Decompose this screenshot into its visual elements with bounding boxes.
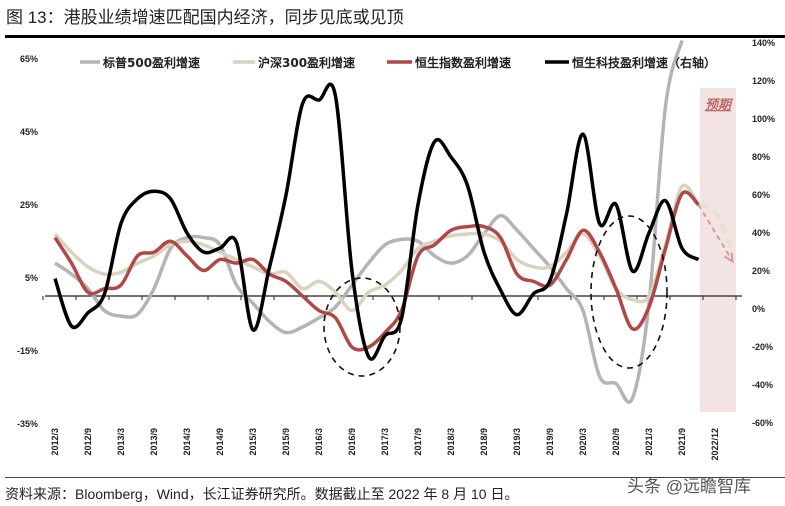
x-tick-label: 2016/3 bbox=[314, 428, 324, 456]
legend-label: 沪深300盈利增速 bbox=[258, 55, 355, 70]
hsi-forecast-line bbox=[697, 204, 733, 261]
x-tick-label: 2017/9 bbox=[413, 428, 423, 456]
hstech-line bbox=[53, 82, 700, 361]
forecast-arrowhead bbox=[723, 252, 734, 264]
legend-label: 标普500盈利增速 bbox=[102, 55, 200, 70]
y-left-tick-label: -35% bbox=[17, 419, 38, 429]
csi300-line bbox=[53, 183, 700, 313]
x-tick-label: 2014/3 bbox=[182, 428, 192, 456]
x-tick-label: 2021/3 bbox=[644, 428, 654, 456]
legend-label: 恒生科技盈利增速（右轴） bbox=[572, 55, 716, 70]
line-chart: 预期 2012/3 2012/9 2013/3 2013/9 2014/3 2014/9 20… bbox=[17, 38, 775, 461]
x-tick-label: 2012/3 bbox=[50, 428, 60, 456]
hsi-line bbox=[53, 190, 700, 352]
y-right-tick-label: 80% bbox=[752, 152, 770, 162]
x-tick-label: 2013/3 bbox=[116, 428, 126, 456]
watermark: 头条 @远瞻智库 bbox=[627, 477, 751, 496]
legend-label: 恒生指数盈利增速 bbox=[415, 55, 511, 70]
x-tick-label: 2016/9 bbox=[347, 428, 357, 456]
figure-title: 图 13：港股业绩增速匹配国内经济，同步见底或见顶 bbox=[6, 8, 404, 27]
x-tick-label: 2013/9 bbox=[149, 428, 159, 456]
y-left-tick-label: 65% bbox=[20, 54, 38, 64]
footer-divider bbox=[5, 477, 785, 478]
y-right-tick-label: 120% bbox=[752, 76, 775, 86]
x-tick-label: 2012/9 bbox=[83, 428, 93, 456]
y-right-tick-label: 40% bbox=[752, 228, 770, 238]
sp500-line bbox=[54, 40, 684, 404]
x-tick-label: 2021/9 bbox=[677, 428, 687, 456]
y-left-tick-label: -15% bbox=[17, 346, 38, 356]
y-right-tick-label: 140% bbox=[752, 38, 775, 48]
y-left-tick-label: 5% bbox=[25, 273, 38, 283]
y-right-tick-label: 0% bbox=[752, 304, 765, 314]
y-right-tick-label: -60% bbox=[752, 418, 773, 428]
x-tick-label: 2015/9 bbox=[281, 428, 291, 456]
x-tick-label: 2018/3 bbox=[446, 428, 456, 456]
forecast-label: 预期 bbox=[705, 97, 733, 113]
y-right-tick-label: 100% bbox=[752, 114, 775, 124]
x-tick-label: 2015/3 bbox=[248, 428, 258, 456]
y-right-tick-label: 20% bbox=[752, 266, 770, 276]
x-tick-label: 2014/9 bbox=[215, 428, 225, 456]
y-right-tick-label: -20% bbox=[752, 342, 773, 352]
x-tick-label: 2019/3 bbox=[512, 428, 522, 456]
source-note: 资料来源：Bloomberg，Wind，长江证券研究所。数据截止至 2022 年… bbox=[5, 486, 519, 502]
trough-highlight-ellipse bbox=[590, 215, 668, 369]
title-divider bbox=[5, 35, 785, 38]
x-tick-label: 2020/3 bbox=[578, 428, 588, 456]
y-right-tick-label: -40% bbox=[752, 380, 773, 390]
trough-highlight-ellipse bbox=[323, 277, 401, 377]
x-tick-label: 2019/9 bbox=[545, 428, 555, 456]
csi300-forecast-line bbox=[697, 202, 734, 250]
y-left-tick-label: 45% bbox=[20, 127, 38, 137]
x-tick-label: 2022/12 bbox=[710, 428, 720, 461]
x-tick-label: 2018/9 bbox=[479, 428, 489, 456]
forecast-band bbox=[700, 88, 736, 412]
y-left-tick-label: 25% bbox=[20, 200, 38, 210]
y-right-tick-label: 60% bbox=[752, 190, 770, 200]
x-tick-label: 2020/9 bbox=[611, 428, 621, 456]
x-tick-label: 2017/3 bbox=[380, 428, 390, 456]
